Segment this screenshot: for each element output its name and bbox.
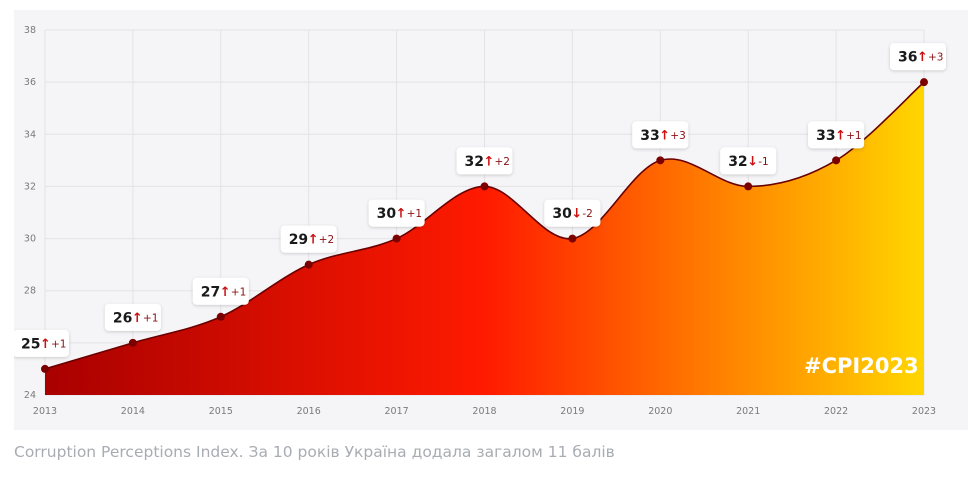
- value-label: 33: [816, 128, 835, 144]
- y-tick-label: 30: [24, 234, 36, 245]
- x-tick-label: 2022: [824, 406, 848, 417]
- value-label: 33: [640, 128, 659, 144]
- delta-label: +1: [51, 338, 66, 350]
- delta-label: -1: [758, 156, 768, 168]
- label-box: [456, 147, 513, 175]
- data-label-2021: 32 ↓ -1: [720, 147, 777, 175]
- data-point-2015: [216, 312, 225, 321]
- label-box: [890, 43, 946, 71]
- arrow-down-icon: ↓: [571, 207, 582, 222]
- data-label-2018: 32 ↑ +2: [456, 147, 513, 175]
- delta-label: +2: [319, 234, 334, 246]
- data-point-2020: [656, 156, 665, 165]
- value-label: 32: [465, 154, 484, 170]
- y-tick-label: 28: [24, 286, 36, 297]
- y-tick-label: 32: [24, 181, 36, 192]
- value-label: 29: [289, 232, 308, 248]
- hashtag-watermark: #CPI2023: [804, 354, 919, 378]
- label-box: [280, 225, 337, 253]
- data-point-2019: [568, 234, 577, 243]
- arrow-up-icon: ↑: [220, 285, 231, 300]
- data-label-2013: 25 ↑ +1: [14, 329, 69, 357]
- data-label-2022: 33 ↑ +1: [808, 121, 865, 149]
- y-tick-label: 34: [24, 129, 36, 140]
- value-label: 27: [201, 284, 220, 300]
- arrow-down-icon: ↓: [747, 154, 758, 169]
- label-box: [720, 147, 777, 175]
- label-box: [632, 121, 689, 149]
- x-tick-label: 2014: [121, 406, 145, 417]
- data-label-2017: 30 ↑ +1: [368, 199, 425, 227]
- data-label-2020: 33 ↑ +3: [632, 121, 689, 149]
- data-label-2014: 26 ↑ +1: [104, 303, 161, 331]
- label-box: [192, 277, 249, 305]
- chart-container: 2426283032343638 20132014201520162017201…: [14, 10, 968, 430]
- delta-label: +1: [846, 130, 861, 142]
- data-point-2021: [744, 182, 753, 191]
- x-tick-label: 2020: [648, 406, 672, 417]
- data-point-2014: [128, 338, 137, 347]
- label-box: [808, 121, 865, 149]
- delta-label: +3: [928, 52, 943, 64]
- data-label-2016: 29 ↑ +2: [280, 225, 337, 253]
- cpi-chart: 2426283032343638 20132014201520162017201…: [14, 25, 946, 417]
- delta-label: +2: [495, 156, 510, 168]
- x-tick-label: 2021: [736, 406, 760, 417]
- x-tick-label: 2023: [912, 406, 936, 417]
- label-box: [544, 199, 601, 227]
- arrow-up-icon: ↑: [917, 50, 928, 65]
- label-box: [368, 199, 425, 227]
- x-tick-label: 2015: [209, 406, 233, 417]
- data-point-2022: [832, 156, 841, 165]
- delta-label: +1: [143, 312, 158, 324]
- delta-label: +1: [231, 286, 246, 298]
- data-label-2023: 36 ↑ +3: [890, 43, 946, 71]
- data-point-2016: [304, 260, 313, 269]
- value-label: 32: [728, 154, 747, 170]
- y-tick-label: 38: [24, 25, 36, 36]
- x-tick-label: 2019: [560, 406, 584, 417]
- x-tick-label: 2018: [472, 406, 496, 417]
- label-box: [104, 303, 161, 331]
- value-label: 30: [552, 206, 572, 222]
- arrow-up-icon: ↑: [132, 311, 143, 326]
- data-label-2015: 27 ↑ +1: [192, 277, 249, 305]
- x-tick-label: 2013: [33, 406, 57, 417]
- series-line: [44, 81, 925, 370]
- data-point-2018: [480, 182, 489, 191]
- data-labels: 25 ↑ +126 ↑ +127 ↑ +129 ↑ +230 ↑ +132 ↑ +230 ↓ -233 ↑ +3…: [14, 43, 946, 357]
- data-point-2013: [41, 364, 49, 373]
- data-points: [41, 78, 928, 373]
- value-label: 25: [21, 336, 40, 352]
- arrow-up-icon: ↑: [396, 207, 407, 222]
- y-tick-label: 36: [24, 77, 36, 88]
- x-tick-label: 2016: [297, 406, 321, 417]
- label-box: [14, 329, 69, 357]
- x-tick-label: 2017: [385, 406, 409, 417]
- value-label: 30: [377, 206, 397, 222]
- value-label: 36: [898, 50, 917, 66]
- data-label-2019: 30 ↓ -2: [544, 199, 601, 227]
- delta-label: -2: [582, 208, 592, 220]
- delta-label: +3: [670, 130, 685, 142]
- value-label: 26: [113, 310, 132, 326]
- y-tick-label: 24: [24, 390, 36, 401]
- arrow-up-icon: ↑: [40, 337, 51, 352]
- delta-label: +1: [407, 208, 422, 220]
- chart-caption: Corruption Perceptions Index. За 10 рокі…: [14, 443, 615, 461]
- data-point-2023: [920, 78, 928, 87]
- area-fill: [45, 82, 924, 396]
- arrow-up-icon: ↑: [835, 128, 846, 143]
- data-point-2017: [392, 234, 401, 243]
- arrow-up-icon: ↑: [659, 128, 670, 143]
- arrow-up-icon: ↑: [308, 233, 319, 248]
- x-axis: 2013 2014 2015 2016 2017 2018 2019 2020 2021 2022…: [33, 406, 936, 417]
- arrow-up-icon: ↑: [484, 154, 495, 169]
